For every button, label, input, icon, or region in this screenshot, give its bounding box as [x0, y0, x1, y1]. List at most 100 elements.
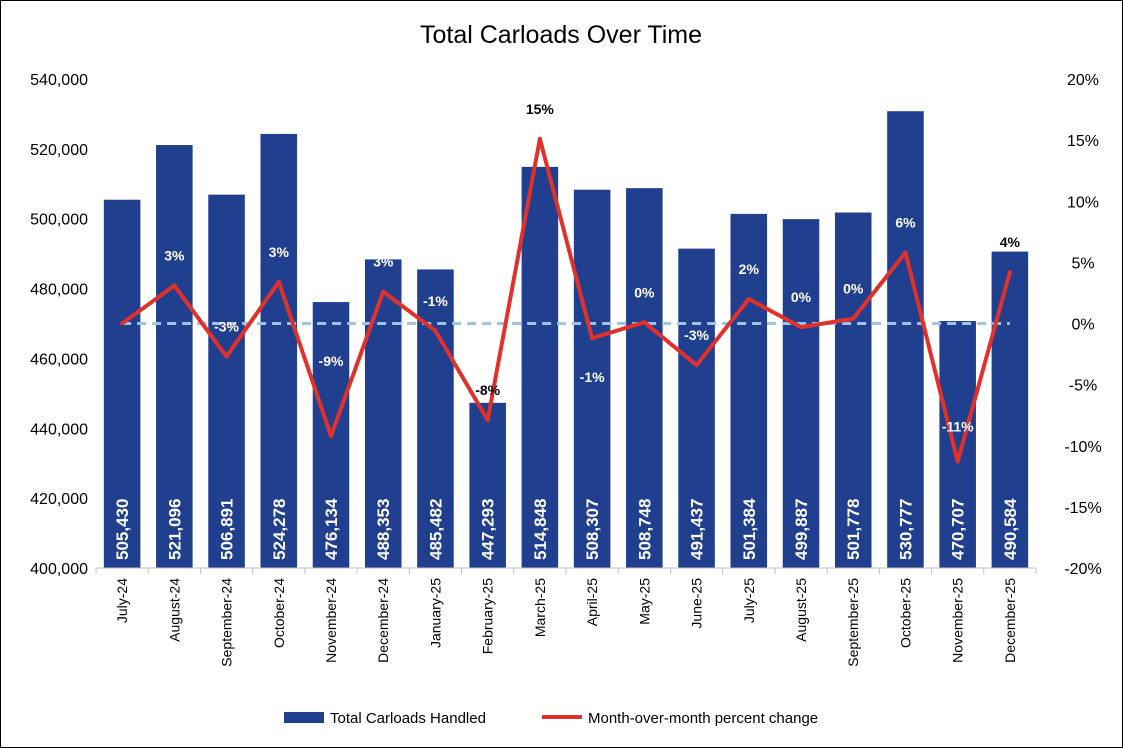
percent-change-point — [903, 250, 908, 255]
left-axis-tick: 420,000 — [30, 491, 88, 508]
percent-change-label: 0% — [634, 284, 655, 300]
bar-value-label: 514,848 — [531, 499, 550, 560]
bar-value-label: 499,887 — [792, 499, 811, 560]
percent-change-label: -3% — [684, 327, 709, 343]
category-label: March-25 — [532, 578, 548, 637]
category-label: July-25 — [741, 578, 757, 623]
bar-value-label: 476,134 — [322, 498, 341, 560]
percent-change-label: 3% — [373, 254, 394, 270]
percent-change-label: -1% — [423, 293, 448, 309]
percent-change-point — [746, 297, 751, 302]
category-label: September-25 — [845, 578, 861, 667]
left-axis-tick: 440,000 — [30, 421, 88, 438]
category-label: December-25 — [1002, 578, 1018, 663]
percent-change-point — [590, 336, 595, 341]
bar-value-label: 521,096 — [165, 499, 184, 560]
percent-change-line — [120, 136, 1012, 464]
legend-bar-label: Total Carloads Handled — [330, 710, 486, 727]
percent-change-label: 3% — [269, 244, 290, 260]
percent-change-label: -11% — [942, 419, 974, 435]
bar — [834, 212, 872, 569]
category-label: April-25 — [584, 578, 600, 626]
percent-change-point — [799, 325, 803, 330]
category-label: November-24 — [323, 578, 339, 663]
category-label: September-24 — [219, 578, 235, 667]
percent-change-point — [955, 459, 960, 464]
bar — [417, 269, 454, 568]
right-axis-tick: 5% — [1071, 255, 1094, 272]
bar-value-label: 490,584 — [1001, 498, 1020, 560]
category-label: June-25 — [689, 578, 705, 629]
left-axis-tick: 400,000 — [30, 561, 88, 578]
percent-change-label: -8% — [475, 382, 500, 398]
bar-value-label: 470,707 — [949, 499, 968, 560]
category-label: August-24 — [166, 578, 182, 642]
right-axis-tick: -5% — [1069, 378, 1097, 395]
category-label: October-24 — [271, 578, 287, 648]
right-axis-tick: 15% — [1067, 133, 1099, 150]
bar — [678, 248, 715, 568]
bar — [730, 213, 768, 568]
percent-change-point — [851, 316, 856, 321]
bar — [782, 219, 820, 568]
percent-change-label: 15% — [526, 101, 555, 117]
bar — [887, 111, 924, 568]
category-label: December-24 — [375, 578, 391, 663]
percent-change-label: 0% — [791, 289, 812, 305]
bar-value-label: 508,307 — [583, 499, 602, 560]
bar-value-label: 501,384 — [740, 498, 759, 560]
percent-change-point — [1007, 270, 1012, 275]
legend-bar-swatch — [284, 712, 324, 723]
category-label: October-25 — [897, 578, 913, 648]
bar-value-label: 488,353 — [374, 499, 393, 560]
bar — [626, 188, 663, 569]
right-axis-tick: 10% — [1067, 194, 1099, 211]
category-label: February-25 — [480, 578, 496, 654]
right-axis-tick: 0% — [1071, 317, 1094, 334]
percent-change-point — [694, 363, 699, 368]
right-axis-tick: -20% — [1064, 561, 1101, 578]
left-axis-tick: 500,000 — [30, 212, 88, 229]
category-label: August-25 — [793, 578, 809, 642]
left-axis-tick: 540,000 — [30, 72, 88, 89]
bar-value-label: 501,778 — [844, 499, 863, 560]
right-axis-tick: 20% — [1067, 72, 1099, 89]
percent-change-point — [172, 283, 177, 288]
bar — [573, 189, 611, 568]
right-axis-tick: -10% — [1064, 439, 1101, 456]
bar-value-label: 491,437 — [688, 499, 707, 560]
left-axis-tick: 520,000 — [30, 142, 88, 159]
percent-change-point — [537, 136, 542, 141]
bar — [991, 251, 1029, 568]
percent-change-label: -9% — [319, 353, 344, 369]
percent-change-label: 4% — [1000, 234, 1021, 250]
category-label: July-24 — [114, 578, 130, 623]
percent-change-point — [224, 354, 229, 359]
percent-change-label: -1% — [580, 369, 605, 385]
bar — [939, 321, 976, 568]
chart-title: Total Carloads Over Time — [420, 21, 702, 49]
percent-change-label: 2% — [739, 261, 760, 277]
bar — [156, 145, 193, 568]
bar-value-label: 505,430 — [113, 499, 132, 560]
category-label: January-25 — [427, 578, 443, 648]
category-label: May-25 — [636, 578, 652, 625]
percent-change-label: 6% — [895, 215, 916, 231]
bar-value-label: 530,777 — [896, 499, 915, 560]
bar-value-label: 447,293 — [479, 499, 498, 560]
bar — [103, 199, 141, 568]
percent-change-label: 3% — [164, 248, 185, 264]
percent-change-point — [120, 321, 125, 326]
bar — [469, 402, 506, 568]
percent-change-point — [433, 328, 438, 333]
legend-line-label: Month-over-month percent change — [588, 710, 818, 727]
bar-value-label: 524,278 — [270, 499, 289, 560]
bar — [521, 166, 559, 568]
percent-change-point — [485, 418, 490, 423]
left-axis-tick: 460,000 — [30, 351, 88, 368]
percent-change-point — [276, 279, 281, 284]
category-label: November-25 — [950, 578, 966, 663]
right-axis-tick: -15% — [1064, 500, 1101, 517]
